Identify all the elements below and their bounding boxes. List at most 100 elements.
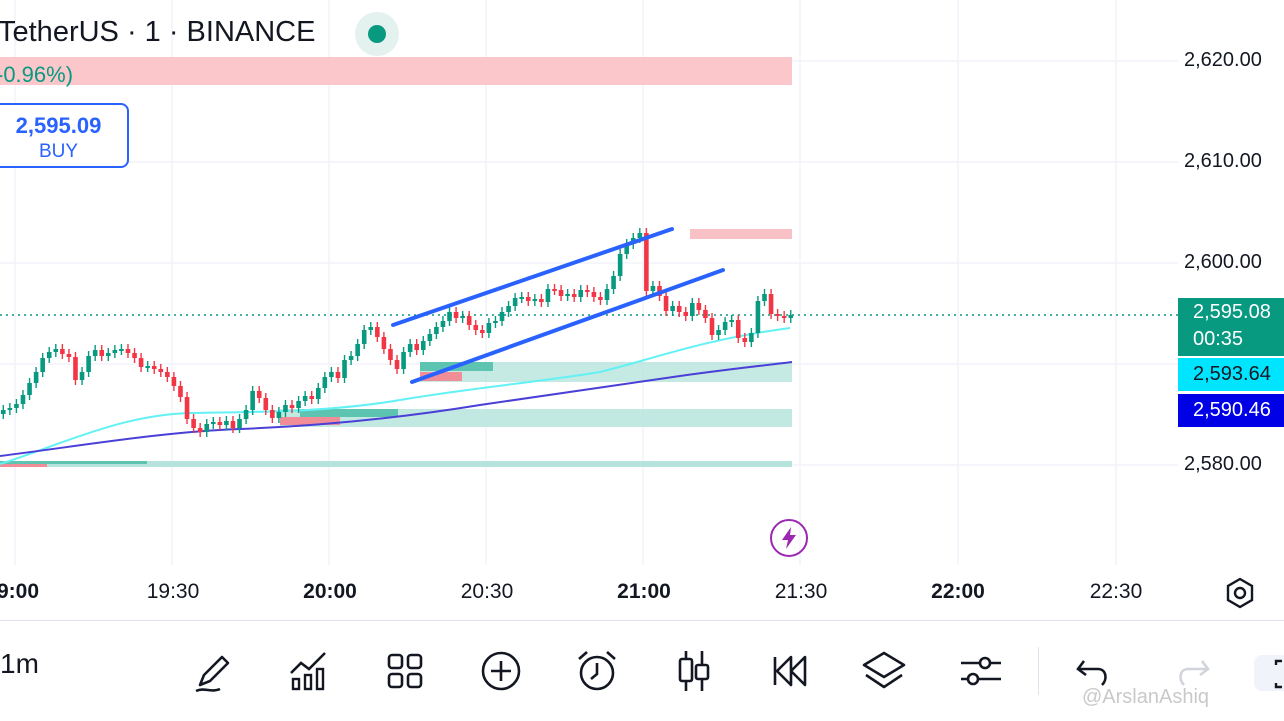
candle-body: [735, 320, 741, 338]
time-axis-label: 19:30: [146, 580, 200, 603]
candle-body: [230, 421, 236, 428]
candle-body: [532, 299, 538, 301]
chart-area[interactable]: TetherUS · 1 · BINANCE -0.96%) 2,595.09 …: [0, 0, 1284, 620]
timeframe-selector[interactable]: 1m: [0, 648, 39, 679]
time-axis-label: 22:00: [931, 580, 985, 603]
watermark: @ArslanAshiq: [1082, 686, 1210, 708]
candle-body: [598, 297, 603, 300]
market-status-dot-icon[interactable]: [355, 12, 399, 56]
candle-body: [447, 312, 452, 321]
fullscreen-icon[interactable]: [1248, 647, 1284, 695]
candle-body: [256, 391, 262, 398]
candle-body: [79, 372, 85, 380]
candle-body: [361, 330, 367, 344]
candle-body: [440, 321, 446, 327]
price-axis-label: 2,600.00: [1184, 251, 1262, 273]
draw-pen-icon[interactable]: [190, 647, 238, 695]
settings-sliders-icon[interactable]: [957, 647, 1005, 695]
candle-body: [270, 410, 275, 418]
redo-icon[interactable]: [1168, 647, 1216, 695]
candle-body: [184, 397, 190, 419]
price-axis-label: 2,620.00: [1184, 49, 1262, 71]
candle-body: [499, 312, 505, 321]
candle-body: [151, 366, 157, 369]
candle-body: [119, 349, 124, 351]
ma-slow-tag: 2,590.46: [1178, 394, 1284, 427]
candle-body: [322, 377, 328, 388]
candle-body: [401, 352, 406, 369]
alarm-icon[interactable]: [573, 647, 621, 695]
candle-body: [486, 323, 492, 333]
ma-fast-line: [0, 327, 791, 465]
candle-body: [105, 353, 111, 356]
candle-body: [644, 233, 649, 291]
candle-body: [519, 297, 524, 299]
candle-body: [729, 320, 734, 322]
quick-trade-bolt-icon[interactable]: [770, 519, 808, 557]
candle-body: [650, 286, 656, 291]
candle-body: [506, 306, 511, 312]
candle-body: [676, 306, 682, 312]
ma-fast-tag: 2,593.64: [1178, 358, 1284, 391]
candle-body: [539, 299, 544, 302]
undo-icon[interactable]: [1070, 647, 1118, 695]
candle-body: [604, 289, 610, 300]
chart-settings-icon[interactable]: [1222, 575, 1258, 611]
candle-body: [309, 396, 315, 399]
candle-body: [578, 290, 584, 297]
candle-body: [473, 325, 479, 330]
add-circle-icon[interactable]: [477, 647, 525, 695]
candle-body: [1, 410, 6, 414]
candle-body: [637, 233, 643, 238]
channel-upper-line: [391, 227, 674, 327]
symbol-title[interactable]: TetherUS · 1 · BINANCE: [0, 16, 316, 48]
candle-body: [125, 349, 131, 353]
candle-body: [394, 360, 400, 369]
supply-zone-core: [420, 372, 462, 381]
layers-icon[interactable]: [860, 647, 908, 695]
candle-body: [14, 404, 19, 408]
candle-body: [250, 391, 255, 410]
candle-body: [709, 318, 715, 335]
candle-body: [40, 358, 45, 372]
candle-body: [33, 372, 39, 383]
candle-body: [276, 412, 282, 418]
grid-layout-icon[interactable]: [381, 647, 429, 695]
candle-body: [302, 396, 308, 401]
candle-body: [112, 350, 118, 353]
candle-body: [788, 315, 794, 318]
supply-zone: [0, 57, 792, 85]
candles-icon[interactable]: [670, 647, 718, 695]
buy-order-button[interactable]: 2,595.09 BUY: [0, 103, 129, 168]
candle-body: [224, 421, 229, 425]
candle-body: [145, 366, 150, 368]
candle-body: [60, 349, 65, 354]
candle-body: [722, 322, 728, 330]
candle-body: [53, 349, 59, 352]
candle-body: [283, 405, 288, 412]
candle-body: [703, 310, 708, 318]
candle-body: [525, 297, 531, 301]
candle-body: [414, 344, 420, 350]
bar-countdown: 00:35: [1193, 328, 1244, 350]
buy-price: 2,595.09: [15, 113, 102, 138]
last-price-tag[interactable]: 2,595.08 00:35: [1178, 298, 1284, 356]
candle-body: [315, 388, 321, 399]
candle-body: [138, 358, 144, 367]
candle-body: [624, 244, 629, 254]
time-axis-label: 9:00: [0, 580, 40, 603]
candle-body: [329, 372, 334, 377]
candle-body: [197, 428, 203, 432]
candle-body: [27, 383, 32, 395]
candle-body: [407, 344, 413, 352]
buy-label: BUY: [38, 141, 79, 162]
indicators-icon[interactable]: [285, 647, 333, 695]
replay-icon[interactable]: [765, 647, 813, 695]
price-chart[interactable]: [0, 0, 1284, 620]
candle-body: [434, 327, 439, 334]
candle-body: [289, 405, 295, 408]
demand-zone: [420, 362, 792, 382]
candle-body: [381, 337, 387, 349]
candle-body: [243, 410, 249, 419]
candle-body: [716, 330, 721, 335]
